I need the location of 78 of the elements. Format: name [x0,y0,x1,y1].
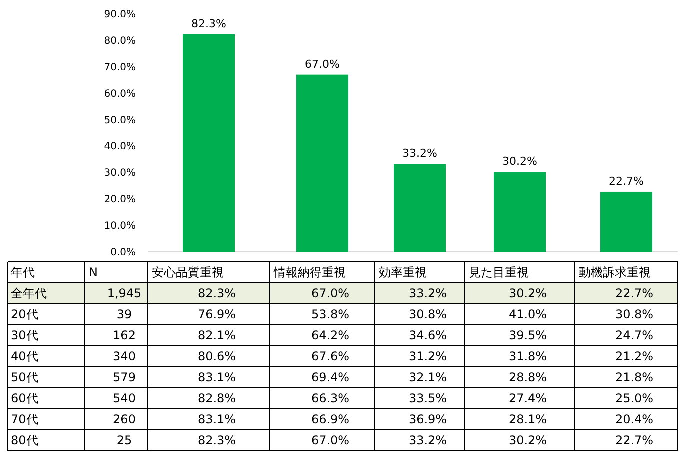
data-label: 67.0% [311,434,350,448]
data-label: 340 [113,350,136,364]
data-label: 66.9% [311,412,350,427]
data-label: 30.8% [408,308,448,322]
y-tick-label: 60代 [11,392,38,406]
data-label: 30.8% [615,308,654,322]
data-label: 25 [116,434,132,448]
data-label: 82.3% [198,434,236,448]
data-label: 162 [113,328,136,343]
data-label: 33.2% [408,286,448,301]
data-label: 67.0% [311,286,350,301]
data-label: 24.7% [615,328,654,343]
data-label: 30.2% [508,286,548,301]
x-tick-label: 安心品質重視 [152,266,224,280]
data-label: 20.4% [615,412,654,427]
data-label: 28.8% [508,370,548,385]
data-label: 82.3% [192,17,226,30]
data-label: 22.7% [609,174,644,188]
data-label: 69.4% [311,370,350,385]
data-label: 39.5% [508,328,548,343]
data-label: 1,945 [107,286,142,301]
data-label: 67.6% [311,350,350,364]
data-label: 82.3% [198,286,236,301]
data-label: 31.8% [508,350,548,364]
y-tick-label: 30.0% [104,168,136,180]
data-label: 28.1% [508,412,548,427]
data-label: 21.2% [615,350,654,364]
data-label: 31.2% [408,350,448,364]
data-label: 67.0% [305,58,340,71]
data-label: 260 [113,412,136,427]
data-label: 25.0% [615,392,654,406]
y-tick-label: 50.0% [104,115,136,126]
y-tick-label: 50代 [11,370,38,385]
y-tick-label: 40.0% [104,142,136,153]
y-tick-label: 30代 [11,328,38,343]
data-label: 76.9% [198,308,236,322]
data-label: 540 [113,392,136,406]
x-tick-label: 動機訴求重視 [579,266,651,280]
y-tick-label: 20.0% [104,194,136,206]
x-tick-label: N [89,266,98,280]
data-label: 32.1% [408,370,448,385]
y-axis-title: 年代 [11,266,35,280]
y-tick-label: 80.0% [104,36,136,47]
data-label: 64.2% [311,328,350,343]
data-label: 53.8% [311,308,350,322]
data-label: 21.8% [615,370,654,385]
y-tick-label: 10.0% [104,221,136,232]
data-label: 41.0% [508,308,548,322]
data-label: 83.1% [198,370,236,385]
data-label: 33.2% [402,147,438,160]
y-tick-label: 70.0% [104,62,136,74]
data-label: 34.6% [408,328,448,343]
data-label: 82.8% [198,392,236,406]
data-label: 66.3% [311,392,350,406]
data-label: 36.9% [408,412,448,427]
data-label: 33.5% [408,392,448,406]
y-tick-label: 0.0% [110,248,136,258]
data-label: 33.2% [408,434,448,448]
y-tick-label: 60.0% [104,88,136,100]
y-tick-label: 40代 [11,350,38,364]
y-tick-label: 90.0% [104,10,136,20]
x-tick-label: 情報納得重視 [273,266,346,280]
data-label: 30.2% [508,434,548,448]
data-label: 39 [116,308,132,322]
data-label: 83.1% [198,412,236,427]
y-tick-label: 70代 [11,412,38,427]
x-tick-label: 見た目重視 [469,266,529,280]
data-label: 22.7% [615,434,654,448]
data-label: 27.4% [508,392,548,406]
data-label: 22.7% [615,286,654,301]
y-tick-label: 20代 [11,308,38,322]
y-tick-label: 80代 [11,434,38,448]
data-label: 82.1% [198,328,236,343]
data-label: 579 [113,370,136,385]
data-label: 30.2% [502,155,538,168]
x-tick-label: 効率重視 [379,266,427,280]
data-label: 80.6% [198,350,236,364]
y-tick-label: 全年代 [11,286,47,301]
